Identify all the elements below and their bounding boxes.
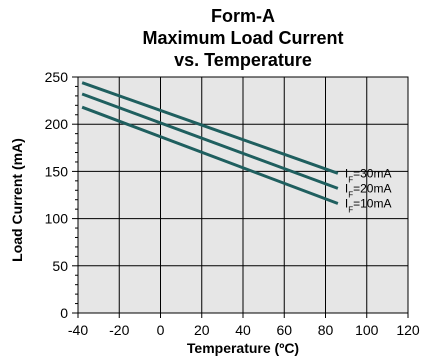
series-label-subscript-1: F bbox=[348, 190, 353, 199]
x-tick-label-4: 40 bbox=[235, 322, 251, 338]
x-tick-label-5: 60 bbox=[276, 322, 292, 338]
series-line-2 bbox=[81, 105, 339, 205]
series-label-1: IF=20mA bbox=[345, 181, 392, 199]
x-tick-label-1: -20 bbox=[109, 322, 129, 338]
y-tick-label-5: 250 bbox=[45, 69, 69, 85]
y-axis-label: Load Current (mA) bbox=[9, 138, 25, 262]
series-label-subscript-0: F bbox=[348, 175, 353, 184]
series-label-main-1: I bbox=[345, 181, 348, 195]
series-label-0: IF=30mA bbox=[345, 166, 392, 184]
series-label-main-2: I bbox=[345, 196, 348, 210]
x-tick-label-8: 120 bbox=[396, 322, 420, 338]
chart-title-group: Form-A Maximum Load Current vs. Temperat… bbox=[142, 6, 343, 70]
series-label-subscript-2: F bbox=[348, 205, 353, 214]
x-tick-label-7: 100 bbox=[355, 322, 379, 338]
y-tick-label-0: 0 bbox=[60, 305, 68, 321]
x-tick-label-0: -40 bbox=[68, 322, 88, 338]
series-line-1 bbox=[81, 92, 339, 190]
y-tick-label-3: 150 bbox=[45, 163, 69, 179]
chart-title-line-3: vs. Temperature bbox=[174, 50, 312, 70]
chart-title-line-2: Maximum Load Current bbox=[142, 28, 343, 48]
y-tick-label-2: 100 bbox=[45, 211, 69, 227]
series-label-suffix-0: =30mA bbox=[353, 166, 391, 180]
series-line-0 bbox=[81, 81, 339, 175]
series-group bbox=[81, 81, 339, 205]
y-tick-label-1: 50 bbox=[52, 258, 68, 274]
series-label-suffix-1: =20mA bbox=[353, 181, 391, 195]
series-label-2: IF=10mA bbox=[345, 196, 392, 214]
x-tick-label-3: 20 bbox=[194, 322, 210, 338]
y-tick-label-4: 200 bbox=[45, 116, 69, 132]
series-label-main-0: I bbox=[345, 166, 348, 180]
series-label-suffix-2: =10mA bbox=[353, 196, 391, 210]
axis-group: -40 -20 0 20 40 60 80 100 120 0 50 100 150 200 250 bbox=[45, 69, 420, 338]
chart-title-line-1: Form-A bbox=[211, 6, 275, 26]
x-axis-label: Temperature (ºC) bbox=[187, 340, 299, 356]
x-tick-label-6: 80 bbox=[318, 322, 334, 338]
x-tick-label-2: 0 bbox=[157, 322, 165, 338]
